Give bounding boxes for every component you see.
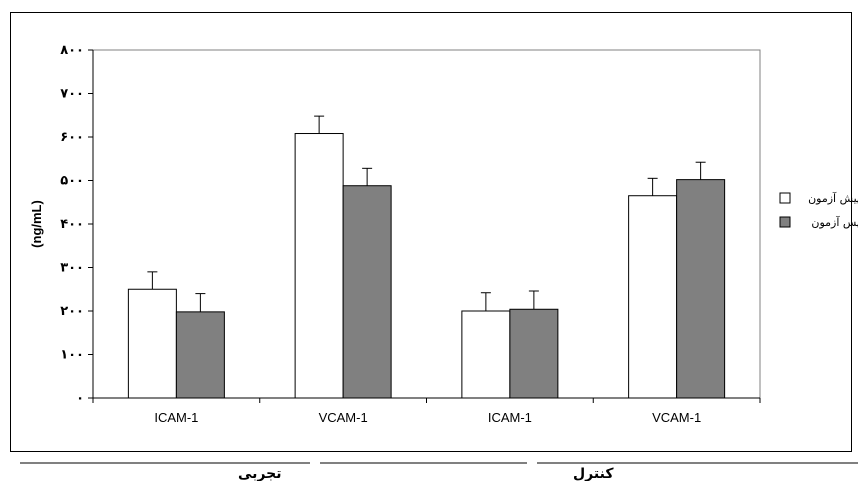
legend-label: پس آزمون: [811, 215, 858, 229]
legend-label: پیش آزمون: [808, 191, 858, 205]
x-tick-label: ICAM-1: [154, 410, 198, 425]
bar: [628, 195, 678, 399]
y-tick-label: ۶۰۰: [60, 130, 84, 145]
bar: [342, 185, 392, 399]
bar: [676, 179, 726, 399]
bar: [509, 308, 559, 399]
chart-frame: [10, 12, 852, 452]
legend: پیش آزمون پس آزمون: [779, 191, 858, 229]
group-label: تجربی: [238, 466, 281, 481]
y-axis-label: (ng/mL): [29, 200, 44, 248]
bar: [127, 288, 177, 399]
x-tick-label: ICAM-1: [488, 410, 532, 425]
y-tick-label: ۱۰۰: [60, 348, 84, 363]
y-tick-label: ۴۰۰: [60, 217, 84, 232]
y-tick-label: ۲۰۰: [60, 304, 84, 319]
y-tick-label: ۸۰۰: [60, 43, 84, 58]
y-tick-label: ۳۰۰: [60, 261, 84, 276]
bar: [175, 311, 225, 399]
x-tick-label: VCAM-1: [652, 410, 701, 425]
y-tick-label: ۷۰۰: [60, 87, 84, 102]
y-tick-label: ۰: [76, 391, 84, 406]
legend-swatch: [779, 192, 791, 204]
bar: [461, 310, 511, 399]
bar: [294, 133, 344, 399]
group-label: کنترل: [573, 466, 614, 481]
y-tick-label: ۵۰۰: [60, 174, 84, 189]
x-tick-label: VCAM-1: [319, 410, 368, 425]
legend-swatch: [779, 216, 791, 228]
